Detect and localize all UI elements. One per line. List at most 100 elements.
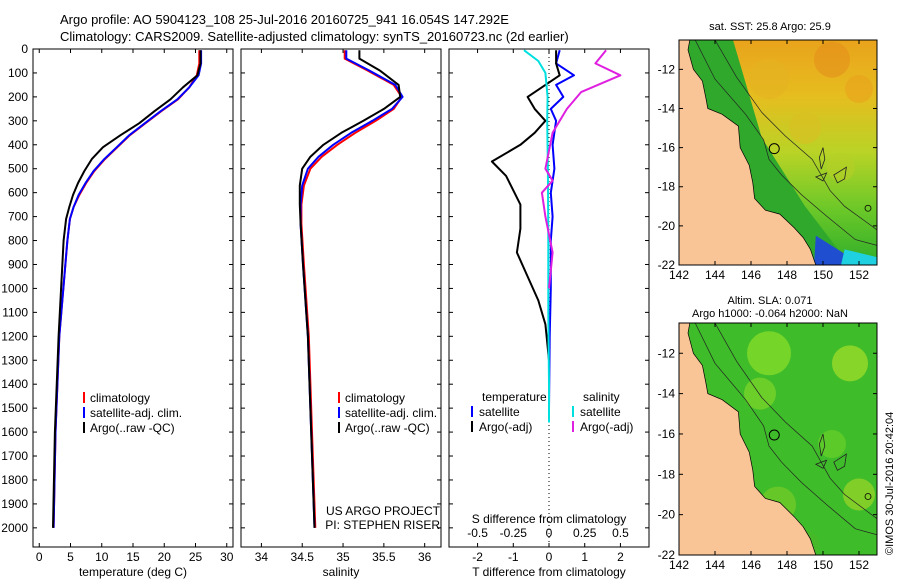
sst-patch [749, 59, 789, 100]
reef-outline [814, 459, 828, 469]
sla-patch [818, 430, 846, 459]
difference-series-0 [548, 49, 575, 423]
depth-tick-label: 600 [8, 186, 28, 200]
x-tick-label: -1 [508, 550, 519, 564]
map-x-tick-label: 148 [777, 268, 797, 282]
legend-label: Argo(..raw -QC) [90, 421, 175, 435]
reef-outline [833, 166, 847, 184]
depth-tick-label: 900 [8, 257, 28, 271]
depth-tick-label: 1300 [1, 353, 28, 367]
salinity-xlabel: salinity [323, 565, 360, 579]
footer-copyright: ©IMOS 30-Jul-2016 20:42:04 [884, 412, 896, 555]
difference-series-2 [523, 49, 550, 423]
map-y-tick-label: -22 [658, 548, 676, 562]
legend-label: Argo(-adj) [580, 420, 633, 434]
x-tick-label: 15 [126, 550, 140, 564]
depth-tick-label: 0 [21, 42, 28, 56]
map-y-tick-label: -20 [658, 219, 676, 233]
map-y-tick-label: -14 [658, 387, 676, 401]
x-tick-label: 0 [36, 550, 43, 564]
salinity-frame [240, 48, 442, 548]
sla_map-frame [678, 322, 878, 556]
legend-label: Argo(-adj) [479, 420, 532, 434]
legend-title: salinity [583, 390, 620, 404]
sst-patch [827, 153, 855, 182]
bathymetry-contour [714, 323, 877, 519]
x-tick-label: 36 [418, 550, 432, 564]
map-x-tick-label: 148 [777, 558, 797, 572]
difference-xlabel-top: S difference from climatology [472, 512, 627, 526]
sst_map-frame [678, 39, 878, 266]
legend-label: Argo(..raw -QC) [345, 421, 430, 435]
depth-tick-label: 1700 [1, 449, 28, 463]
depth-tick-label: 1800 [1, 473, 28, 487]
map-x-tick-label: 150 [813, 268, 833, 282]
sla-patch [832, 345, 868, 382]
map-y-tick-label: -20 [658, 508, 676, 522]
x-tick-label: 34.5 [291, 550, 315, 564]
sla_map-panel: 142 144 146 148 150 152 -12 -14 -16 -18 -20 -22 Alti… [658, 295, 878, 572]
figure-title-line1: Argo profile: AO 5904123_108 25-Jul-2016… [60, 12, 509, 27]
depth-tick-label: 200 [8, 90, 28, 104]
x-tick-label: 1 [581, 550, 588, 564]
bathymetry-contour [714, 40, 877, 231]
x-tick-label: 35 [336, 550, 350, 564]
x-tick-label: 25 [189, 550, 203, 564]
temperature-xlabel: temperature (deg C) [79, 565, 187, 579]
top-scale-label: 0 [546, 526, 553, 540]
x-tick-label: 30 [220, 550, 234, 564]
depth-tick-label: 800 [8, 234, 28, 248]
map-y-tick-label: -12 [658, 346, 676, 360]
map-y-tick-label: -12 [658, 62, 676, 76]
x-tick-label: 2 [617, 550, 624, 564]
sla-patch [843, 478, 875, 511]
x-tick-label: 34 [255, 550, 269, 564]
map-y-tick-label: -14 [658, 101, 676, 115]
map-y-tick-label: -18 [658, 467, 676, 481]
legend-label: climatology [345, 391, 405, 405]
depth-tick-label: 2000 [1, 521, 28, 535]
x-tick-label: -2 [472, 550, 483, 564]
reef-outline [818, 147, 826, 170]
land-mass [679, 323, 817, 555]
credit-line: PI: STEPHEN RISER [325, 518, 440, 532]
top-scale-label: 0.25 [573, 526, 597, 540]
reef-outline [814, 172, 828, 182]
map-x-tick-label: 146 [741, 268, 761, 282]
sst-patch [789, 112, 821, 145]
difference-xlabel: T difference from climatology [472, 565, 626, 579]
depth-tick-label: 1100 [2, 305, 28, 319]
map-x-tick-label: 152 [849, 268, 869, 282]
sla_map-title: Altim. SLA: 0.071 [728, 295, 813, 307]
bathymetry-contour [694, 323, 877, 536]
salinity-panel: 34 34.5 35 35.5 36 salinity climatologysatelli… [240, 48, 442, 579]
depth-tick-label: 1000 [1, 281, 28, 295]
cold-patch [841, 249, 877, 265]
depth-tick-label: 1400 [1, 377, 28, 391]
difference-series-3 [540, 49, 622, 289]
legend-label: satellite [479, 405, 520, 419]
sla_map-subtitle: Argo h1000: -0.064 h2000: NaN [692, 308, 848, 320]
x-tick-label: 20 [158, 550, 172, 564]
map-y-tick-label: -18 [658, 180, 676, 194]
map-x-tick-label: 144 [705, 268, 725, 282]
difference-panel: -2 -1 0 1 2T difference from climatology -0.5… [448, 48, 650, 579]
map-y-tick-label: -22 [658, 258, 676, 272]
sla-patch [744, 377, 776, 410]
x-tick-label: 5 [67, 550, 74, 564]
depth-tick-label: 1600 [1, 425, 28, 439]
argo-position-marker [768, 143, 780, 155]
x-tick-label: 10 [95, 550, 109, 564]
map-x-tick-label: 152 [849, 558, 869, 572]
legend-label: satellite-adj. clim. [90, 406, 182, 420]
top-scale-label: -0.25 [500, 526, 528, 540]
x-tick-label: 35.5 [372, 550, 396, 564]
sst_map-panel: 142 144 146 148 150 152 -12 -14 -16 -18 -20 -22 sat.… [658, 21, 878, 282]
legend-label: climatology [90, 391, 150, 405]
sst-patch [845, 74, 873, 103]
map-y-tick-label: -16 [658, 427, 676, 441]
difference-series-1 [490, 50, 561, 361]
temperature-series-2 [52, 50, 202, 528]
argo-position-marker [768, 429, 780, 441]
